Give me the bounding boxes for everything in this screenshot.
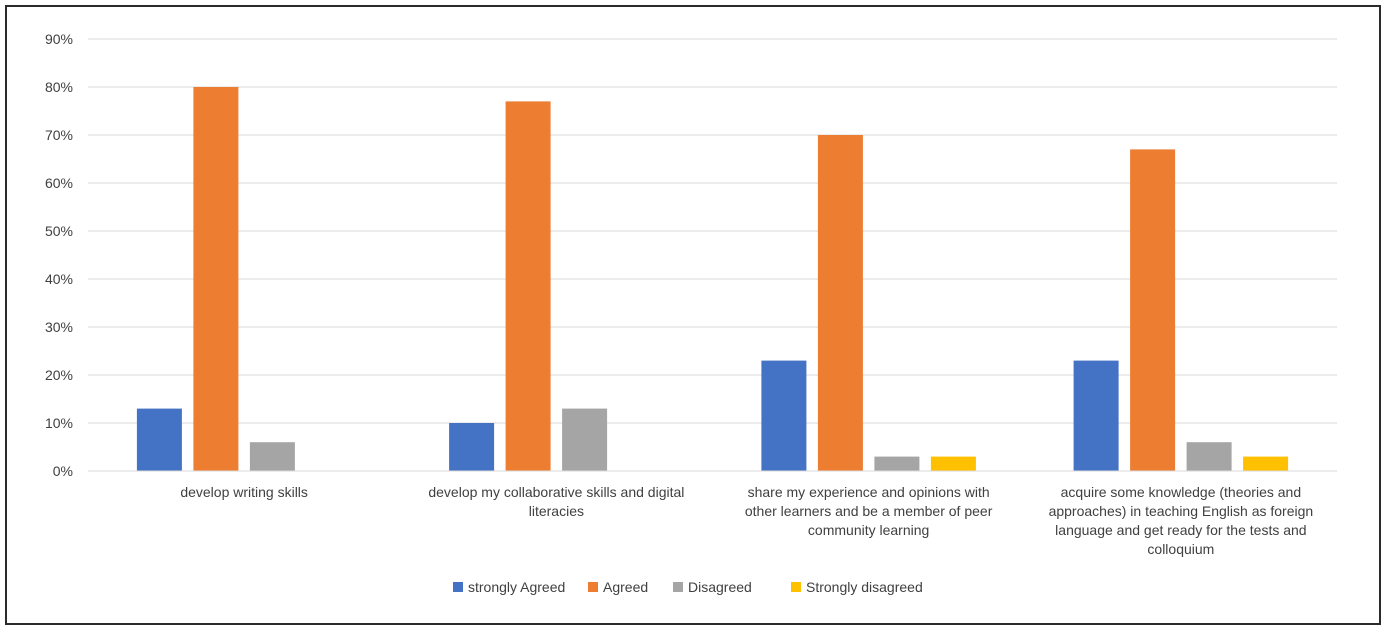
category-label: acquire some knowledge (theories and [1061, 484, 1301, 500]
category-label: language and get ready for the tests and [1055, 522, 1306, 538]
y-tick-label: 70% [45, 127, 73, 143]
bar-strongly-agreed [449, 423, 495, 471]
bar-agreed [193, 87, 239, 471]
y-tick-label: 0% [53, 463, 73, 479]
bar-strongly-agreed [761, 360, 807, 471]
legend-label: Strongly disagreed [806, 579, 923, 595]
category-label: other learners and be a member of peer [745, 503, 993, 519]
category-label: community learning [808, 522, 929, 538]
bar-agreed [1130, 149, 1176, 471]
category-label: develop writing skills [180, 484, 308, 500]
legend-label: Disagreed [688, 579, 752, 595]
legend-label: strongly Agreed [468, 579, 565, 595]
bar-disagreed [249, 442, 295, 471]
category-label: approaches) in teaching English as forei… [1049, 503, 1314, 519]
category-label: literacies [529, 503, 584, 519]
bar-agreed [817, 135, 863, 471]
gridlines [88, 38, 1337, 424]
y-tick-label: 90% [45, 31, 73, 47]
category-labels: develop writing skills develop my collabo… [180, 484, 1313, 557]
legend: strongly Agreed Agreed Disagreed Strongly d… [453, 579, 923, 595]
bar-strongly-agreed [136, 408, 182, 471]
bar-disagreed [874, 456, 920, 471]
legend-label: Agreed [603, 579, 648, 595]
bar-strongly-disagreed [930, 456, 976, 471]
y-tick-label: 40% [45, 271, 73, 287]
y-tick-label: 50% [45, 223, 73, 239]
bars [136, 87, 1289, 472]
category-label: develop my collaborative skills and digi… [428, 484, 684, 500]
bar-disagreed [562, 408, 608, 471]
y-axis-ticks: 0% 10% 20% 30% 40% 50% 60% 70% 80% 90% [45, 31, 73, 479]
bar-strongly-disagreed [1243, 456, 1289, 471]
bar-strongly-agreed [1073, 360, 1119, 471]
y-tick-label: 60% [45, 175, 73, 191]
bar-disagreed [1186, 442, 1232, 471]
legend-swatch [791, 582, 801, 592]
category-label: share my experience and opinions with [748, 484, 990, 500]
category-label: colloquium [1147, 541, 1214, 557]
bar-agreed [505, 101, 551, 472]
y-tick-label: 80% [45, 79, 73, 95]
y-tick-label: 10% [45, 415, 73, 431]
y-tick-label: 30% [45, 319, 73, 335]
legend-swatch [588, 582, 598, 592]
legend-swatch [453, 582, 463, 592]
y-tick-label: 20% [45, 367, 73, 383]
legend-swatch [673, 582, 683, 592]
